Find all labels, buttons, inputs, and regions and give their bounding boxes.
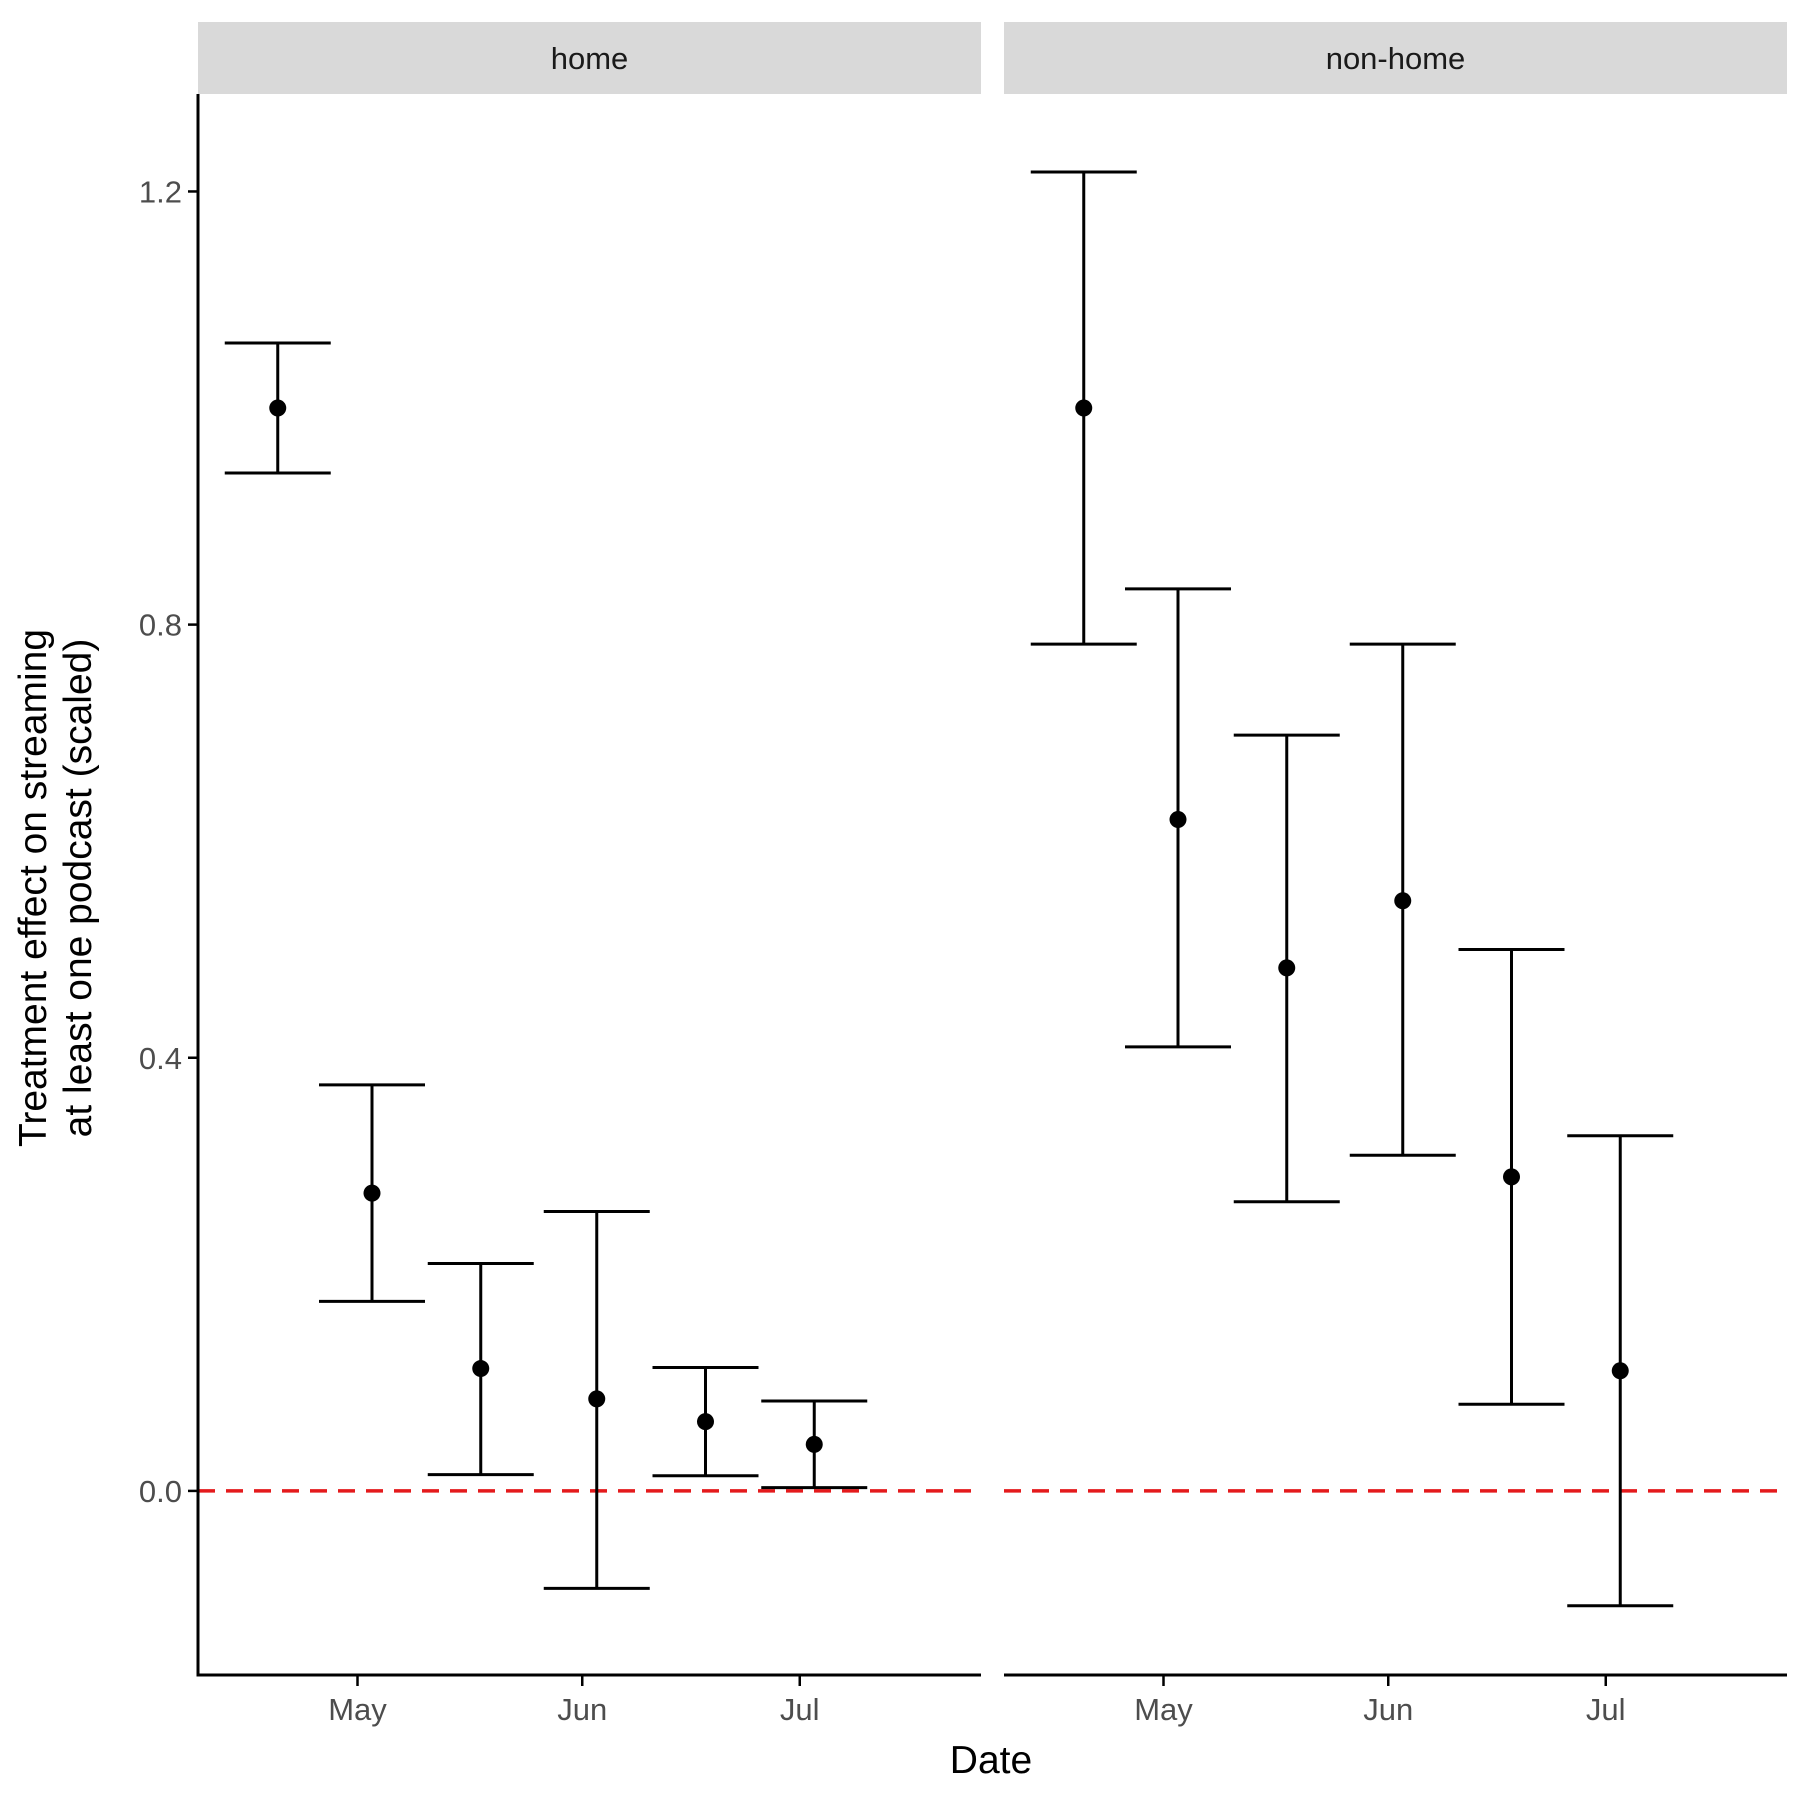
estimate-point [363,1184,381,1202]
estimate-point [697,1413,714,1431]
error-bar [1233,733,1340,1204]
estimate-point [472,1360,490,1378]
y-tick-label: 0.4 [139,1041,182,1076]
facet-strip [1004,22,1787,94]
x-tick-label: May [1134,1692,1193,1727]
estimate-point [1278,959,1296,977]
y-axis-title: Treatment effect on streaming at least o… [12,629,100,1147]
y-axis-title-line-1: Treatment effect on streaming [12,629,55,1147]
estimate-point [1075,399,1093,417]
x-axis-title: Date [950,1739,1032,1782]
error-bar [652,1365,759,1478]
x-tick-label: Jul [1586,1692,1626,1727]
estimate-point [588,1390,606,1408]
error-bar [543,1210,650,1590]
facet-strip [198,22,981,94]
estimate-point [1611,1362,1629,1380]
error-bar [427,1262,534,1477]
y-tick-label: 0.8 [139,608,182,643]
error-bar [1030,170,1137,646]
x-tick-label: Jun [557,1692,607,1727]
x-tick-label: May [328,1692,387,1727]
error-bar [1125,587,1231,1049]
error-bar [1458,947,1565,1406]
facet-strip-label: home [551,41,629,76]
error-bar [224,341,331,475]
estimate-point [1503,1168,1520,1186]
error-bar [761,1399,868,1490]
facet-panel-home: home May Jun Jul 0.0 0.4 0.8 1.2 [139,22,981,1727]
x-tick-label: Jul [780,1692,820,1727]
error-bar [1567,1134,1674,1608]
y-tick-label: 0.0 [139,1474,182,1509]
facet-panel-non-home: non-home May Jun Jul [1004,22,1787,1727]
facet-strip-label: non-home [1326,41,1466,76]
x-tick-label: Jun [1363,1692,1413,1727]
error-bar [1349,642,1456,1157]
y-tick-label: 1.2 [139,174,182,209]
estimate-point [269,399,287,417]
error-bar [319,1083,425,1303]
estimate-point [1394,892,1412,910]
y-axis-title-line-2: at least one podcast (scaled) [57,639,100,1138]
estimate-point [1169,811,1187,829]
estimate-point [805,1435,823,1453]
